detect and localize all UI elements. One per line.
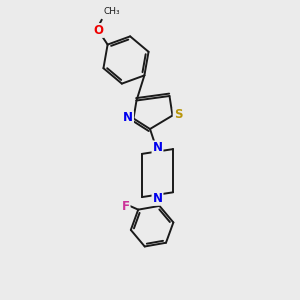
Text: N: N [152, 192, 163, 205]
Text: N: N [152, 141, 163, 154]
Text: O: O [94, 24, 103, 37]
Text: N: N [123, 111, 133, 124]
Text: CH₃: CH₃ [103, 7, 120, 16]
Text: S: S [174, 108, 182, 122]
Text: F: F [122, 200, 130, 213]
